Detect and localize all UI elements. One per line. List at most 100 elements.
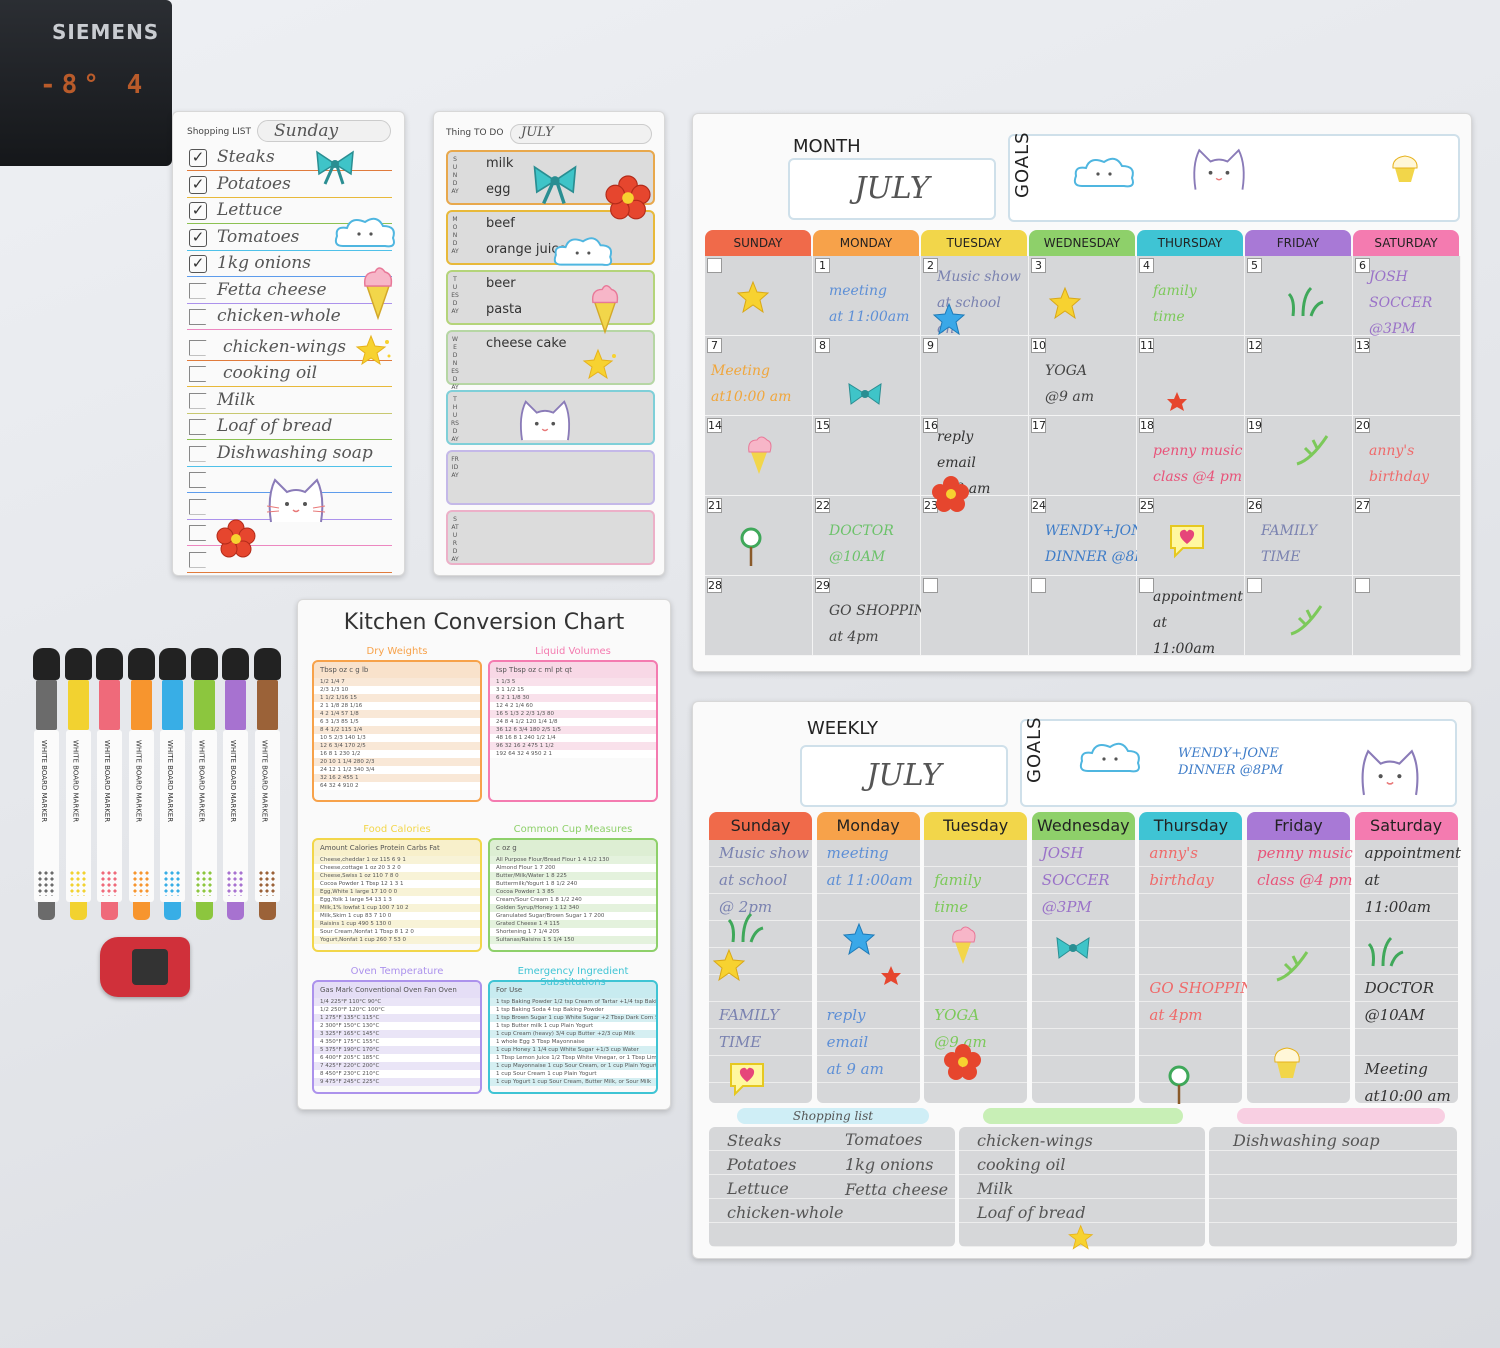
checkbox[interactable]: ✓ [189,202,207,220]
shopping-item[interactable]: ✓ Steaks [187,144,392,171]
whiteboard-marker[interactable]: WHITE BOARD MARKER [222,648,249,920]
checkbox[interactable]: ✓ [189,149,207,167]
checkbox[interactable]: ✓ [189,255,207,273]
calendar-cell[interactable]: 12 [1245,336,1353,416]
calendar-cell[interactable] [1029,576,1137,656]
calendar-cell[interactable]: 8 [813,336,921,416]
shopping-item[interactable]: Dishwashing soap [187,440,392,467]
shopping-item[interactable]: cooking oil [187,360,392,387]
calendar-cell[interactable]: 9 [921,336,1029,416]
shopping-item[interactable]: ✓ 1kg onions [187,250,392,277]
shopping-item[interactable]: Fetta cheese [187,277,392,304]
calendar-cell[interactable]: 26 FAMILY TIME [1245,496,1353,576]
star-icon [1068,1224,1094,1250]
bow-icon [316,150,354,185]
weekly-day-column[interactable]: meeting at 11:00am reply email at 9 am [816,840,920,1103]
calendar-note-line: meeting [829,283,887,299]
date-number [1031,578,1046,593]
todo-month: JULY [510,124,652,144]
calendar-cell[interactable]: 4 family time [1137,256,1245,336]
marker-end [132,902,150,920]
shopping-item[interactable]: chicken-wings [187,334,392,361]
marker-body: WHITE BOARD MARKER [65,730,91,902]
kitchen-section-title: Oven Temperature [350,966,444,977]
calendar-cell[interactable]: 7 Meeting at10:00 am [705,336,813,416]
marker-body: WHITE BOARD MARKER [191,730,217,902]
calendar-cell[interactable]: 22 DOCTOR @10AM [813,496,921,576]
shopping-list-label: Shopping LIST [187,127,252,137]
kitchen-table-row: 1 cup Honey 1 1/4 cup White Sugar +1/3 c… [490,1046,656,1054]
checkbox[interactable]: ✓ [189,175,207,194]
calendar-cell[interactable]: 17 [1029,416,1137,496]
grass-icon [727,912,764,943]
todo-item: beef [486,216,515,231]
calendar-cell[interactable]: 19 [1245,416,1353,496]
whiteboard-marker[interactable]: WHITE BOARD MARKER [159,648,186,920]
calendar-cell[interactable]: 16replyemailat 9 am [921,416,1029,497]
weekly-note: family time YOGA @9 am [934,840,986,1056]
marker-eraser-cap [222,648,249,680]
shopping-item-text: Tomatoes [217,226,300,247]
kitchen-table-row: 10 5 2/3 140 1/3 [314,734,480,742]
calendar-cell[interactable]: 13 [1353,336,1461,416]
calendar-cell[interactable] [1245,576,1353,656]
shopping-item[interactable]: ✓ Tomatoes [187,224,392,251]
kitchen-table-row: 1 tsp Butter milk 1 cup Plain Yogurt [490,1022,656,1030]
calendar-cell[interactable]: 18 penny music class @4 pm [1137,416,1245,496]
whiteboard-marker[interactable]: WHITE BOARD MARKER [64,648,92,920]
calendar-cell[interactable]: 28 [705,576,813,656]
calendar-cell[interactable]: 3 [1029,256,1137,336]
marker-end [101,902,118,920]
weekly-shopping-item: Steaks [727,1131,782,1150]
calendar-cell[interactable]: 27 [1353,496,1461,576]
calendar-cell[interactable]: 1 meeting at 11:00am [813,256,921,336]
item-tag-icon [189,282,211,299]
marker-cap [225,680,246,730]
calendar-cell[interactable]: 5 [1245,256,1353,336]
shopping-item[interactable] [187,546,392,573]
calendar-cell[interactable]: 6 JOSH SOCCER @3PM [1353,256,1461,337]
shopping-item-text: Milk [217,389,256,410]
shopping-item[interactable]: Loaf of bread [187,413,392,440]
date-number: 19 [1247,418,1262,433]
whiteboard-marker[interactable]: WHITE BOARD MARKER [96,648,123,920]
weekly-day-column[interactable]: JOSH SOCCER @3PM [1031,840,1135,1103]
calendar-cell[interactable]: 20 anny's birthday [1353,416,1461,496]
weekly-shopping-item: chicken-wings [977,1131,1093,1150]
calendar-cell[interactable] [1353,576,1461,656]
month-day-header: SUNDAY [705,230,811,256]
whiteboard-marker[interactable]: WHITE BOARD MARKER [253,648,281,920]
kitchen-table-row: 5 375°F 190°C 170°C [314,1046,480,1054]
kitchen-table-row: Sour Cream,Nonfat 1 Tbsp 8 1 2 0 [314,928,480,936]
calendar-note-line: penny music [1153,443,1243,459]
kitchen-section-table: For Use 1 tsp Baking Powder 1/2 tsp Cream… [488,980,658,1094]
shopping-item[interactable]: ✓ Potatoes [187,171,392,198]
calendar-cell[interactable]: 15 [813,416,921,496]
todo-day-box: FRIDAY [446,450,655,505]
calendar-note-line: FAMILY [1261,523,1318,539]
weekly-note-line: at 4pm [1149,1006,1203,1024]
calendar-cell[interactable] [921,576,1029,656]
date-number: 14 [707,418,722,433]
shopping-item[interactable]: ✓ Lettuce [187,197,392,224]
calendar-cell[interactable]: appointment at 11:00am [1137,576,1245,657]
whiteboard-marker[interactable]: WHITE BOARD MARKER [190,648,218,920]
calendar-cell[interactable]: 11 [1137,336,1245,416]
calendar-cell[interactable]: 24 WENDY+JONE DINNER @8PM [1029,496,1158,576]
cloud-icon [1079,742,1140,773]
checkbox[interactable]: ✓ [189,228,207,247]
weekly-day-column[interactable]: anny's birthday GO SHOPPING at 4pm [1139,840,1265,1103]
calendar-cell[interactable]: 10 YOGA @9 am [1029,336,1137,416]
kitchen-conversion-chart: Kitchen Conversion Chart Dry Weights Tbsp… [297,599,671,1110]
eraser[interactable] [100,937,190,997]
weekly-month-box: JULY [800,745,1008,807]
calendar-cell[interactable]: 29 GO SHOPPING at 4pm [813,576,937,656]
weekly-day-column[interactable]: appointment at 11:00am DOCTOR @10AM Meeting at… [1354,840,1461,1105]
shopping-item[interactable]: Milk [187,387,392,414]
whiteboard-marker[interactable]: WHITE BOARD MARKER [127,648,155,920]
whiteboard-marker[interactable]: WHITE BOARD MARKER [33,648,60,920]
shopping-item[interactable] [187,519,392,546]
shopping-item[interactable]: chicken-whole [187,303,392,330]
